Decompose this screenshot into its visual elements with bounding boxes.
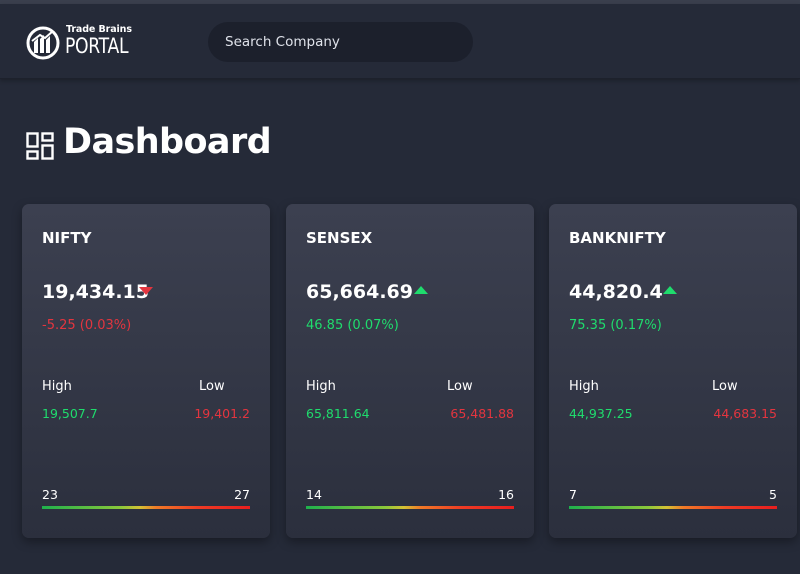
logo-tagline: Trade Brains: [66, 24, 132, 35]
high-value: 65,811.64: [306, 406, 370, 421]
page-title: Dashboard: [63, 122, 272, 162]
low-label: Low: [199, 379, 225, 394]
high-value: 19,507.7: [42, 406, 98, 421]
index-price: 44,820.4: [569, 281, 663, 303]
index-name: NIFTY: [42, 229, 92, 247]
index-card-nifty[interactable]: NIFTY 19,434.15 -5.25 (0.03%) High Low 1…: [22, 204, 270, 538]
index-change: 75.35 (0.17%): [569, 318, 662, 333]
range-right-value: 5: [769, 487, 777, 502]
page-title-row: Dashboard: [26, 122, 326, 166]
trade-brains-logo[interactable]: Trade Brains PORTAL: [26, 24, 146, 62]
index-name: SENSEX: [306, 229, 373, 247]
range-bar: [42, 506, 250, 509]
arrow-down-icon: [139, 287, 153, 295]
high-value: 44,937.25: [569, 406, 633, 421]
arrow-up-icon: [414, 286, 428, 294]
range-left-value: 7: [569, 487, 577, 502]
range-right-value: 16: [498, 487, 514, 502]
index-name: BANKNIFTY: [569, 229, 666, 247]
high-label: High: [306, 379, 336, 394]
index-price: 19,434.15: [42, 281, 149, 303]
arrow-up-icon: [663, 286, 677, 294]
dashboard-grid-icon: [26, 132, 54, 160]
logo-globe-icon: [26, 26, 60, 60]
search-placeholder: Search Company: [225, 34, 340, 50]
range-left-value: 23: [42, 487, 58, 502]
range-right-value: 27: [234, 487, 250, 502]
range-bar: [569, 506, 777, 509]
index-card-banknifty[interactable]: BANKNIFTY 44,820.4 75.35 (0.17%) High Lo…: [549, 204, 797, 538]
logo-wordmark: PORTAL: [65, 34, 129, 58]
low-value: 44,683.15: [713, 406, 777, 421]
high-label: High: [569, 379, 599, 394]
index-card-sensex[interactable]: SENSEX 65,664.69 46.85 (0.07%) High Low …: [286, 204, 534, 538]
low-value: 19,401.2: [194, 406, 250, 421]
index-change: 46.85 (0.07%): [306, 318, 399, 333]
low-label: Low: [447, 379, 473, 394]
low-label: Low: [712, 379, 738, 394]
high-label: High: [42, 379, 72, 394]
index-price: 65,664.69: [306, 281, 413, 303]
top-header: Trade Brains PORTAL Search Company: [0, 4, 800, 79]
window-top-strip: [0, 0, 800, 4]
index-change: -5.25 (0.03%): [42, 318, 132, 333]
search-input[interactable]: Search Company: [208, 22, 473, 62]
low-value: 65,481.88: [450, 406, 514, 421]
range-left-value: 14: [306, 487, 322, 502]
range-bar: [306, 506, 514, 509]
